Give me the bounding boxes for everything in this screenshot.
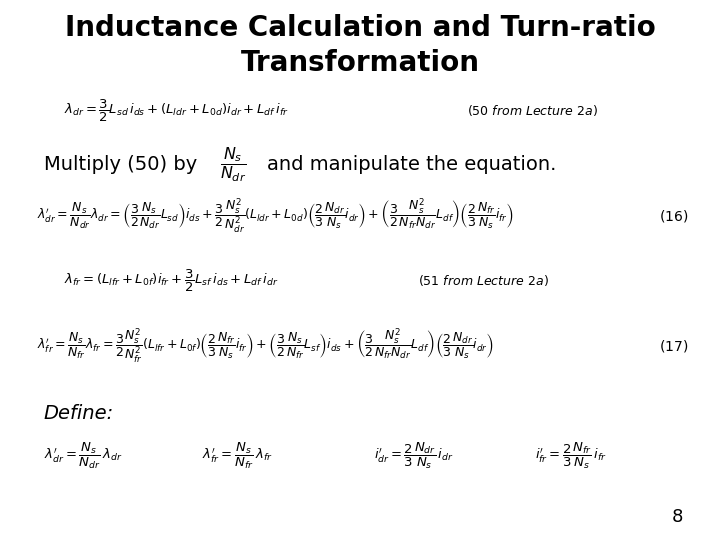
- Text: $\mathit{(51\ from\ Lecture\ 2a)}$: $\mathit{(51\ from\ Lecture\ 2a)}$: [418, 273, 549, 288]
- Text: $\lambda_{dr}^{\prime} = \dfrac{N_s}{N_{dr}} \lambda_{dr} = \left(\dfrac{3}{2}\d: $\lambda_{dr}^{\prime} = \dfrac{N_s}{N_{…: [37, 197, 514, 235]
- Text: $\lambda_{dr} = \dfrac{3}{2} L_{sd}\,i_{ds} + \left(L_{ldr} + L_{0d}\right)i_{dr: $\lambda_{dr} = \dfrac{3}{2} L_{sd}\,i_{…: [65, 98, 289, 124]
- Text: Inductance Calculation and Turn-ratio: Inductance Calculation and Turn-ratio: [65, 14, 655, 42]
- Text: $\lambda_{fr}^{\prime} = \dfrac{N_s}{N_{fr}} \lambda_{fr} = \dfrac{3}{2}\dfrac{N: $\lambda_{fr}^{\prime} = \dfrac{N_s}{N_{…: [37, 326, 494, 365]
- Text: Multiply (50) by: Multiply (50) by: [44, 155, 197, 174]
- Text: and manipulate the equation.: and manipulate the equation.: [267, 155, 557, 174]
- Text: $\lambda_{fr} = \left(L_{lfr}+L_{0f}\right)i_{fr} + \dfrac{3}{2} L_{sf}\,i_{ds} : $\lambda_{fr} = \left(L_{lfr}+L_{0f}\rig…: [65, 268, 279, 294]
- Text: Transformation: Transformation: [240, 49, 480, 77]
- Text: $\mathit{(50\ from\ Lecture\ 2a)}$: $\mathit{(50\ from\ Lecture\ 2a)}$: [467, 103, 598, 118]
- Text: $i_{dr}^{\prime} = \dfrac{2}{3}\dfrac{N_{dr}}{N_s}\,i_{dr}$: $i_{dr}^{\prime} = \dfrac{2}{3}\dfrac{N_…: [374, 441, 454, 471]
- Text: $(16)$: $(16)$: [659, 208, 688, 224]
- Text: $\lambda_{fr}^{\prime} = \dfrac{N_s}{N_{fr}}\,\lambda_{fr}$: $\lambda_{fr}^{\prime} = \dfrac{N_s}{N_{…: [202, 441, 273, 471]
- Text: $(17)$: $(17)$: [659, 338, 688, 354]
- Text: $i_{fr}^{\prime} = \dfrac{2}{3}\dfrac{N_{fr}}{N_s}\,i_{fr}$: $i_{fr}^{\prime} = \dfrac{2}{3}\dfrac{N_…: [535, 441, 607, 471]
- Text: $\dfrac{N_s}{N_{dr}}$: $\dfrac{N_s}{N_{dr}}$: [220, 145, 246, 184]
- Text: $\lambda_{dr}^{\prime} = \dfrac{N_s}{N_{dr}}\,\lambda_{dr}$: $\lambda_{dr}^{\prime} = \dfrac{N_s}{N_{…: [44, 441, 122, 471]
- Text: 8: 8: [672, 509, 683, 526]
- Text: Define:: Define:: [44, 403, 114, 423]
